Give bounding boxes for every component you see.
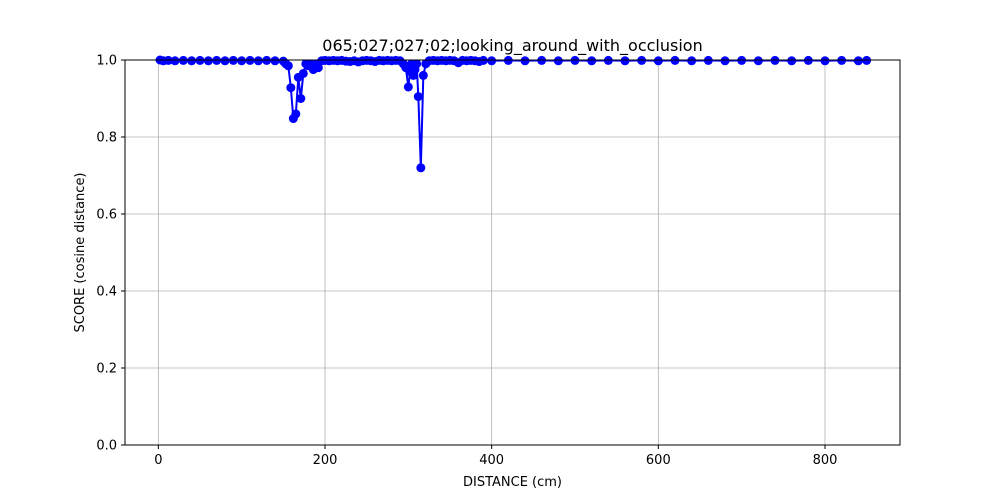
data-point (553, 56, 563, 66)
ticks: 0 200 400 600 800 0.0 0.2 0.4 0.6 0.8 1.0 (96, 54, 837, 469)
y-tick-label: 0.4 (96, 285, 117, 300)
data-point (296, 94, 306, 103)
series-layer (155, 55, 872, 173)
x-tick-label: 800 (813, 453, 838, 468)
y-tick-label: 0.8 (96, 131, 117, 146)
y-axis-label: SCORE (cosine distance) (73, 172, 88, 332)
data-point (270, 56, 280, 66)
data-point (720, 56, 730, 66)
y-tick-label: 0.2 (96, 362, 117, 377)
data-point (413, 92, 423, 102)
data-point (520, 56, 530, 66)
y-tick-label: 0.6 (96, 208, 117, 223)
data-point (187, 56, 197, 66)
data-point (220, 56, 230, 66)
y-tick-label: 0.0 (96, 439, 117, 454)
x-tick-label: 0 (154, 453, 162, 468)
plot-frame (124, 59, 901, 446)
data-point (416, 163, 426, 173)
data-point (170, 56, 180, 66)
chart-title: 065;027;027;02;looking_around_with_occlu… (322, 36, 702, 56)
data-point (298, 68, 308, 78)
x-tick-label: 200 (313, 453, 338, 468)
data-point (418, 70, 428, 80)
data-point (753, 56, 763, 66)
data-point (203, 56, 213, 66)
data-point (237, 56, 247, 66)
data-point (487, 56, 497, 66)
y-tick-label: 1.0 (96, 54, 117, 69)
x-axis-label: DISTANCE (cm) (463, 475, 562, 490)
data-point (291, 109, 301, 119)
data-point (853, 56, 863, 66)
data-point (820, 56, 830, 66)
data-point (403, 82, 413, 92)
data-point (787, 56, 797, 66)
x-tick-label: 400 (479, 453, 504, 468)
data-point (286, 83, 296, 93)
data-point (687, 56, 697, 66)
data-point (253, 56, 263, 66)
data-point (587, 56, 597, 66)
data-point (283, 61, 293, 71)
data-point (620, 56, 630, 66)
data-point (412, 59, 422, 69)
data-point (653, 56, 663, 66)
data-point (313, 63, 323, 73)
x-tick-label: 600 (646, 453, 671, 468)
